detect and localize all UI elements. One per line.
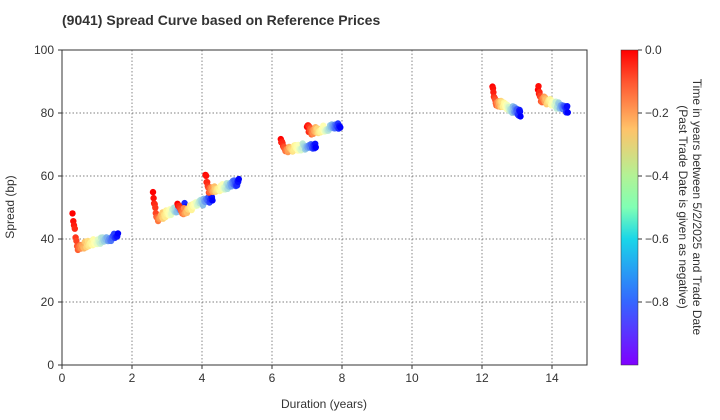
data-point [516,108,524,115]
x-tick-label: 14 [545,371,559,385]
data-point [535,83,542,90]
data-point [202,172,210,179]
y-axis-label: Spread (bp) [3,175,17,238]
x-tick-label: 0 [59,371,66,385]
y-tick-label: 80 [41,106,55,120]
data-point [73,237,80,245]
colorbar-tick-label: −0.4 [645,169,669,183]
colorbar-tick-label: −0.6 [645,232,669,246]
y-tick-label: 0 [47,358,54,372]
data-point [149,188,157,196]
x-axis-ticks: 0 2 4 6 8 10 12 14 [59,365,559,385]
data-point [114,230,122,237]
data-point [517,113,524,120]
colorbar-tick-label: 0.0 [645,43,662,57]
y-tick-label: 100 [34,43,54,57]
data-point [209,197,216,204]
colorbar-label-line2: (Past Trade Date is given as negative) [676,105,690,308]
scatter-points [69,83,571,254]
x-tick-label: 10 [405,371,419,385]
y-axis-ticks: 0 20 40 60 80 100 [34,43,62,372]
y-tick-label: 60 [41,169,55,183]
data-point [235,175,242,183]
colorbar-label-line1: Time in years between 5/2/2025 and Trade… [690,79,704,336]
y-tick-label: 40 [41,232,55,246]
data-point [69,210,76,217]
plot-frame [61,49,588,366]
x-tick-label: 12 [475,371,489,385]
x-axis-label: Duration (years) [281,397,367,411]
data-point [150,194,157,202]
data-point [564,103,571,110]
x-tick-label: 8 [339,371,346,385]
chart-title: (9041) Spread Curve based on Reference P… [62,12,380,28]
data-point [152,204,159,211]
colorbar-ticks: 0.0 −0.2 −0.4 −0.6 −0.8 [638,43,669,309]
colorbar-tick-label: −0.2 [645,106,669,120]
data-point [337,124,344,131]
colorbar-tick-label: −0.8 [645,295,669,309]
data-point [71,225,79,232]
y-tick-label: 20 [41,295,55,309]
grid-lines [61,49,587,366]
data-point [564,109,571,116]
data-point [312,144,319,151]
x-tick-label: 6 [269,371,276,385]
colorbar [620,49,639,366]
x-tick-label: 4 [199,371,206,385]
x-tick-label: 2 [129,371,136,385]
